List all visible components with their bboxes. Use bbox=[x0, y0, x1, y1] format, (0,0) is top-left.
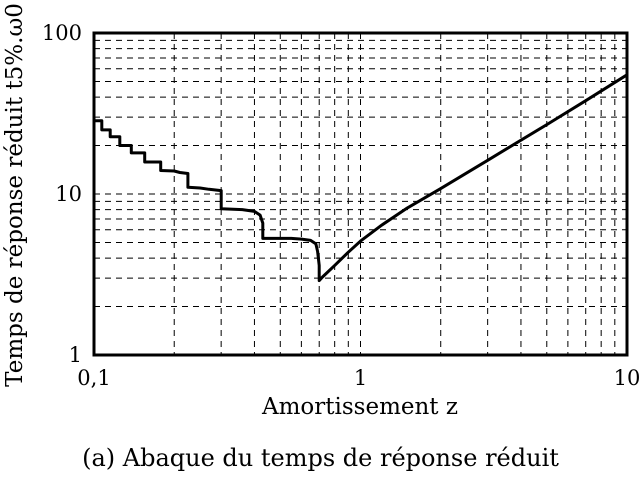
y-tick-label: 1 bbox=[69, 343, 82, 367]
plot-frame bbox=[92, 31, 629, 357]
y-tick-label: 10 bbox=[55, 182, 82, 206]
grid bbox=[94, 33, 627, 355]
x-axis-title: Amortissement z bbox=[261, 394, 458, 420]
y-axis-title: Temps de réponse réduit t5%.ω0 bbox=[2, 3, 28, 387]
x-tick-label: 0,1 bbox=[77, 366, 110, 390]
figure-caption: (a) Abaque du temps de réponse réduit bbox=[82, 444, 559, 472]
x-tick-label: 10 bbox=[614, 366, 641, 390]
marks bbox=[92, 31, 629, 357]
y-tick-label: 100 bbox=[42, 21, 82, 45]
x-tick-label: 1 bbox=[354, 366, 367, 390]
series-line bbox=[92, 73, 628, 283]
